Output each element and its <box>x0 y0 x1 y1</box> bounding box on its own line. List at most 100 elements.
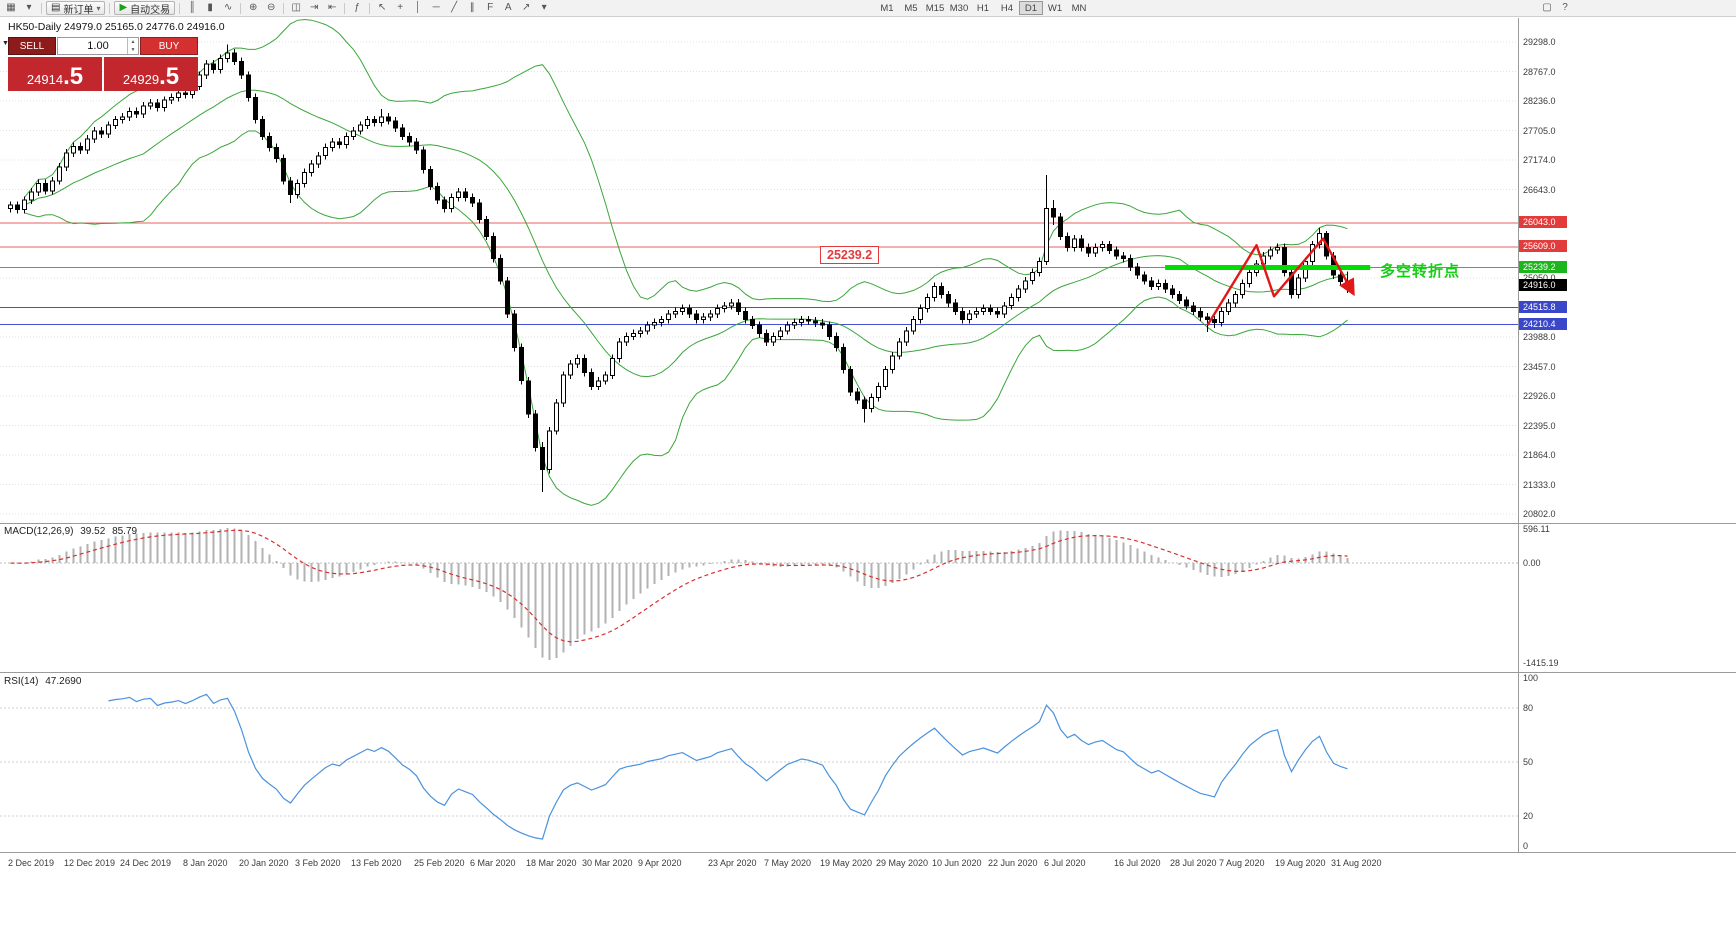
x-axis-date: 31 Aug 2020 <box>1331 858 1382 868</box>
timeframe-h1[interactable]: H1 <box>976 3 990 14</box>
x-axis-date: 20 Jan 2020 <box>239 858 289 868</box>
chart-plot-area[interactable] <box>0 18 1518 852</box>
trendline[interactable]: ╱ <box>446 1 462 15</box>
new-order-button-label: 新订单 <box>63 4 94 16</box>
buy-price[interactable]: 24929 .5 <box>104 57 198 91</box>
vertical-line[interactable]: │ <box>410 1 426 15</box>
new-order-button[interactable]: ▤ 新订单 ▾ <box>46 1 106 16</box>
arrow[interactable]: ↗ <box>518 1 534 15</box>
timeframe-h4[interactable]: H4 <box>1000 3 1014 14</box>
chart-ohlc-header: HK50-Daily 24979.0 25165.0 24776.0 24916… <box>8 21 225 33</box>
annotation-text: 多空转折点 <box>1380 262 1461 280</box>
cursor[interactable]: ↖ <box>374 1 390 15</box>
shapes-dropdown[interactable]: ▾ <box>536 1 552 15</box>
y-axis-tick: 22926.0 <box>1523 391 1556 401</box>
x-axis-date: 18 Mar 2020 <box>526 858 577 868</box>
rsi-header: RSI(14) 47.2690 <box>4 676 81 687</box>
rsi-scale-label: 80 <box>1523 703 1534 713</box>
y-axis-tick: 23988.0 <box>1523 332 1556 342</box>
new-chart[interactable]: ▦ <box>3 1 19 15</box>
equidistant-channel[interactable]: ∥ <box>464 1 480 15</box>
fullscreen[interactable]: ▢ <box>1539 1 1555 15</box>
tile-windows[interactable]: ◫ <box>288 1 304 15</box>
help[interactable]: ? <box>1557 1 1573 15</box>
macd-histogram <box>0 528 1518 660</box>
toolbar-separator <box>369 2 371 14</box>
timeframe-m1[interactable]: M1 <box>880 3 894 14</box>
rsi-value: 47.2690 <box>45 676 82 687</box>
panel-borders <box>0 18 1736 853</box>
toolbar-separator <box>283 2 285 14</box>
timeframe-m5[interactable]: M5 <box>904 3 918 14</box>
x-axis-date: 6 Jul 2020 <box>1044 858 1086 868</box>
x-axis-date: 23 Apr 2020 <box>708 858 757 868</box>
x-axis-date: 10 Jun 2020 <box>932 858 982 868</box>
rsi-panel <box>0 693 1518 840</box>
x-axis-date: 7 Aug 2020 <box>1219 858 1265 868</box>
timeframe-m15[interactable]: M15 <box>925 3 945 14</box>
y-axis-tick: 28236.0 <box>1523 96 1556 106</box>
toolbar-right-group: ▢? <box>1538 1 1574 15</box>
toolbar-separator <box>344 2 346 14</box>
timeframe-w1[interactable]: W1 <box>1047 3 1063 14</box>
price-callout-label[interactable]: 25239.2 <box>820 246 880 265</box>
zoom-in[interactable]: ⊕ <box>245 1 261 15</box>
crosshair[interactable]: + <box>392 1 408 15</box>
buy-button[interactable]: BUY <box>140 37 198 55</box>
x-axis-date: 16 Jul 2020 <box>1114 858 1161 868</box>
bar-chart-icon: ║ <box>188 2 196 13</box>
macd-scale-label: 0.00 <box>1523 558 1541 569</box>
price-tag: 26043.0 <box>1519 216 1567 229</box>
main-toolbar: ▦ ▾ ▤ 新订单 ▾ ▶ 自动交易 ║ ▮ ∿ ⊕ ⊖ ◫ ⇥ ⇤ ƒ ↖ + │ ─ ╱ ∥ F A ↗ ▾ M1 M5 M15 M… <box>0 0 1736 17</box>
sell-button[interactable]: SELL <box>8 37 56 55</box>
horizontal-line[interactable]: ─ <box>428 1 444 15</box>
x-axis-date: 19 May 2020 <box>820 858 873 868</box>
bar-chart[interactable]: ║ <box>184 1 200 15</box>
autotrading-button-icon: ▶ <box>119 2 128 13</box>
auto-scroll-icon: ⇥ <box>309 2 319 13</box>
y-axis-tick: 28767.0 <box>1523 66 1556 77</box>
lot-decrease-button[interactable]: ▼ <box>130 47 136 53</box>
x-axis-date: 22 Jun 2020 <box>988 858 1038 868</box>
indicators[interactable]: ƒ <box>349 1 365 15</box>
macd-signal-line <box>10 529 1348 643</box>
lot-increase-button[interactable]: ▲ <box>130 39 136 45</box>
zoom-out[interactable]: ⊖ <box>263 1 279 15</box>
lot-size-field[interactable]: 1.00 ▲ ▼ <box>57 37 139 55</box>
fullscreen-icon: ▢ <box>1542 2 1552 13</box>
toolbar-separator <box>240 2 242 14</box>
shapes-dropdown-icon: ▾ <box>541 2 547 13</box>
macd-value-signal: 85.79 <box>112 526 138 537</box>
sell-price[interactable]: 24914 .5 <box>8 57 102 91</box>
tile-windows-icon: ◫ <box>291 2 301 13</box>
timeframe-mn[interactable]: MN <box>1071 3 1087 14</box>
trendline-icon: ╱ <box>451 2 458 13</box>
bollinger-bands <box>24 18 1348 506</box>
text[interactable]: A <box>500 1 516 15</box>
fibonacci[interactable]: F <box>482 1 498 15</box>
chart-shift[interactable]: ⇤ <box>324 1 340 15</box>
fibonacci-icon: F <box>487 2 494 13</box>
macd-scale-label: -1415.19 <box>1523 658 1559 668</box>
y-axis-tick: 27705.0 <box>1523 125 1556 136</box>
bollinger-upper-band <box>24 18 1348 303</box>
trade-panel-controls: SELL 1.00 ▲ ▼ BUY <box>8 37 198 55</box>
y-axis-tick: 26643.0 <box>1523 184 1556 195</box>
line-chart[interactable]: ∿ <box>220 1 236 15</box>
trade-panel-collapse-icon[interactable]: ▼ <box>2 40 9 47</box>
macd-value-main: 39.52 <box>80 526 106 537</box>
autotrading-button[interactable]: ▶ 自动交易 <box>114 1 176 16</box>
timeframe-m30[interactable]: M30 <box>949 3 969 14</box>
rsi-name: RSI(14) <box>4 676 39 687</box>
chart-list-dropdown[interactable]: ▾ <box>21 1 37 15</box>
candlestick-chart[interactable]: ▮ <box>202 1 218 15</box>
y-axis-tick: 21333.0 <box>1523 479 1556 490</box>
x-axis-date: 19 Aug 2020 <box>1275 858 1326 868</box>
auto-scroll[interactable]: ⇥ <box>306 1 322 15</box>
candlestick-chart-icon: ▮ <box>207 2 213 13</box>
x-axis-date: 25 Feb 2020 <box>414 858 465 868</box>
zigzag-arrow[interactable] <box>1206 237 1355 326</box>
timeframe-d1[interactable]: D1 <box>1019 1 1043 15</box>
